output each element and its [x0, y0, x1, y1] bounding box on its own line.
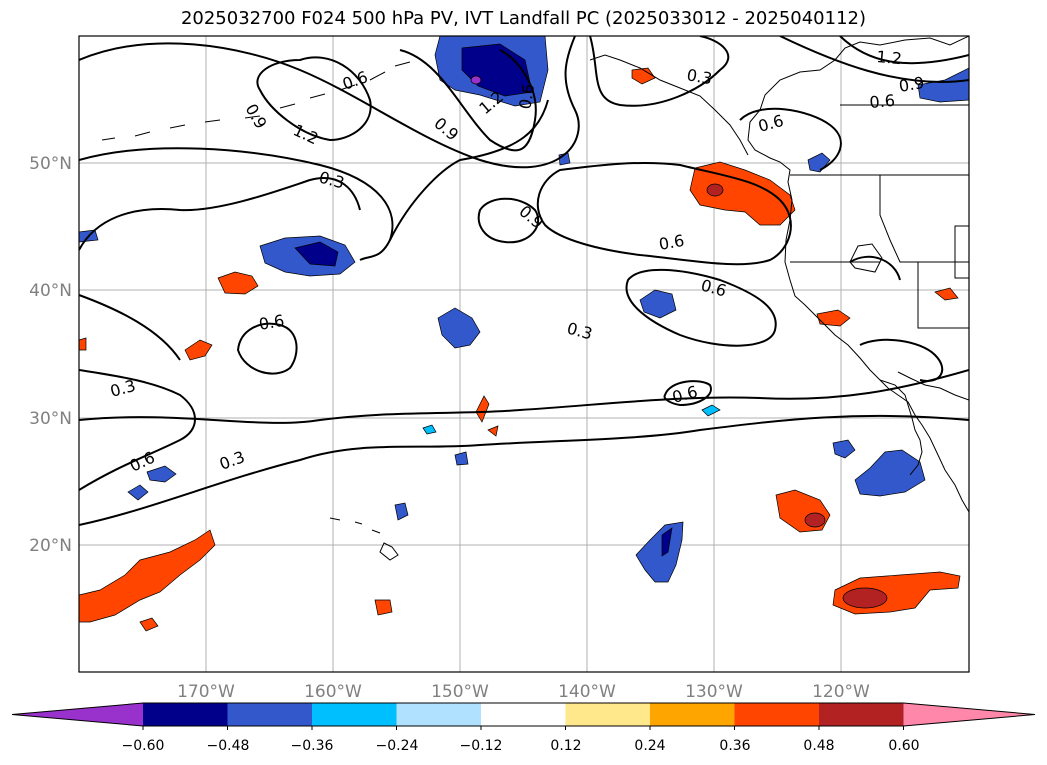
colorbar-tick-label: 0.12 [550, 738, 581, 754]
lat-label: 50°N [29, 154, 72, 174]
lat-label: 30°N [29, 409, 72, 429]
colorbar-tick-labels: −0.60 −0.48 −0.36 −0.24 −0.12 0.12 0.24 … [122, 738, 920, 754]
colorbar-tick-label: −0.12 [460, 738, 503, 754]
lon-label: 130°W [685, 682, 743, 702]
lon-label: 160°W [304, 682, 362, 702]
colorbar-segment [312, 703, 397, 726]
colorbar-segment [397, 703, 482, 726]
colorbar [12, 703, 1035, 730]
colorbar-segment [228, 703, 313, 726]
lon-labels: 170°W 160°W 150°W 140°W 130°W 120°W [177, 682, 870, 702]
colorbar-tick-label: −0.24 [376, 738, 419, 754]
lon-label: 150°W [431, 682, 489, 702]
colorbar-segment [650, 703, 735, 726]
contour-label: 0.6 [869, 91, 896, 112]
colorbar-extend-min [12, 703, 143, 726]
colorbar-tick-label: −0.48 [207, 738, 250, 754]
colorbar-segment [819, 703, 904, 726]
contour-label: 1.2 [876, 47, 903, 68]
colorbar-tick-label: 0.24 [634, 738, 665, 754]
lat-labels: 50°N 40°N 30°N 20°N [29, 154, 72, 556]
lat-label: 20°N [29, 536, 72, 556]
lon-label: 140°W [558, 682, 616, 702]
colorbar-tick-label: 0.36 [719, 738, 750, 754]
map-figure: 0.9 0.6 1.2 0.9 1.2 0.6 0.3 0.9 0.6 1.2 … [0, 0, 1047, 765]
colorbar-segment [566, 703, 651, 726]
lon-label: 120°W [812, 682, 870, 702]
colorbar-segment [735, 703, 820, 726]
lat-label: 40°N [29, 281, 72, 301]
colorbar-tick-label: −0.60 [122, 738, 165, 754]
colorbar-tick-label: 0.48 [803, 738, 834, 754]
colorbar-extend-max [904, 703, 1036, 726]
lon-label: 170°W [177, 682, 235, 702]
colorbar-segment [143, 703, 228, 726]
colorbar-tick-label: −0.36 [291, 738, 334, 754]
colorbar-segment [481, 703, 566, 726]
colorbar-tick-label: 0.60 [888, 738, 919, 754]
